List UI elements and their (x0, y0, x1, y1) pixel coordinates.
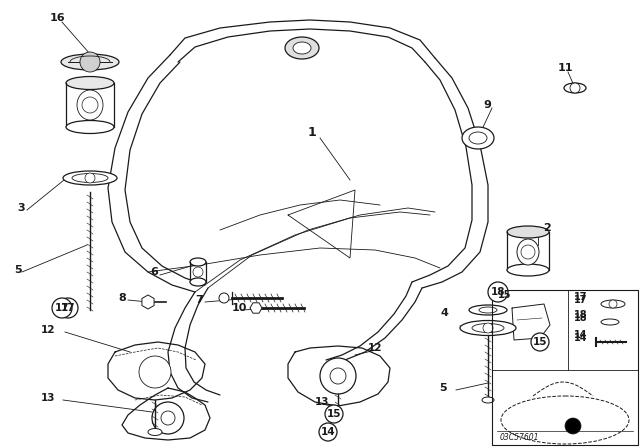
Text: 16: 16 (50, 13, 66, 23)
Text: 10: 10 (232, 303, 248, 313)
Text: 14: 14 (574, 333, 588, 343)
Ellipse shape (148, 428, 162, 435)
Ellipse shape (507, 226, 549, 238)
Text: 3: 3 (17, 203, 24, 213)
Ellipse shape (601, 319, 619, 325)
Ellipse shape (472, 323, 504, 332)
Ellipse shape (517, 239, 539, 265)
Circle shape (139, 356, 171, 388)
Circle shape (488, 282, 508, 302)
Ellipse shape (66, 121, 114, 134)
Text: 18: 18 (574, 310, 588, 320)
Text: 15: 15 (498, 290, 511, 300)
Ellipse shape (479, 307, 497, 313)
Ellipse shape (72, 173, 108, 182)
Ellipse shape (501, 396, 629, 444)
Text: 11: 11 (558, 63, 573, 73)
Ellipse shape (507, 264, 549, 276)
Text: 13: 13 (40, 393, 55, 403)
Circle shape (85, 173, 95, 183)
Ellipse shape (63, 171, 117, 185)
Ellipse shape (601, 300, 625, 308)
Text: 6: 6 (150, 267, 158, 277)
Text: 8: 8 (118, 293, 125, 303)
Text: 7: 7 (195, 295, 203, 305)
Text: 5: 5 (440, 383, 447, 393)
Circle shape (531, 333, 549, 351)
Circle shape (325, 405, 343, 423)
Ellipse shape (469, 132, 487, 144)
Text: 03C57601: 03C57601 (500, 433, 540, 442)
Text: 4: 4 (440, 308, 448, 318)
Text: 15: 15 (532, 337, 547, 347)
Ellipse shape (190, 258, 206, 266)
Text: 18: 18 (491, 287, 505, 297)
Ellipse shape (293, 42, 311, 54)
Circle shape (570, 83, 580, 93)
Ellipse shape (564, 83, 586, 93)
Ellipse shape (190, 278, 206, 286)
Circle shape (565, 418, 581, 434)
Text: 1: 1 (308, 125, 317, 138)
Text: 15: 15 (327, 409, 341, 419)
Circle shape (161, 411, 175, 425)
Ellipse shape (77, 90, 103, 120)
Ellipse shape (460, 320, 516, 336)
Text: 9: 9 (483, 100, 491, 110)
Circle shape (319, 423, 337, 441)
Circle shape (152, 402, 184, 434)
Circle shape (52, 298, 72, 318)
Circle shape (80, 52, 100, 72)
Text: 12: 12 (368, 343, 383, 353)
Text: 17: 17 (574, 292, 588, 302)
Text: 2: 2 (543, 223, 551, 233)
Circle shape (330, 368, 346, 384)
Text: 14: 14 (321, 427, 335, 437)
Circle shape (320, 358, 356, 394)
Ellipse shape (285, 37, 319, 59)
Ellipse shape (66, 77, 114, 90)
Text: 17: 17 (54, 303, 69, 313)
Text: 17: 17 (574, 295, 588, 305)
Circle shape (483, 323, 493, 333)
Text: 13: 13 (315, 397, 330, 407)
Text: 5: 5 (14, 265, 22, 275)
Circle shape (193, 267, 203, 277)
Circle shape (609, 300, 617, 308)
Text: 18: 18 (574, 313, 588, 323)
Circle shape (58, 298, 78, 318)
Circle shape (82, 97, 98, 113)
Ellipse shape (482, 397, 494, 403)
Text: 17: 17 (61, 303, 76, 313)
Ellipse shape (462, 127, 494, 149)
Ellipse shape (469, 305, 507, 315)
Ellipse shape (219, 293, 229, 303)
Text: 12: 12 (40, 325, 55, 335)
Ellipse shape (61, 54, 119, 70)
Circle shape (521, 245, 535, 259)
Text: 14: 14 (574, 330, 588, 340)
